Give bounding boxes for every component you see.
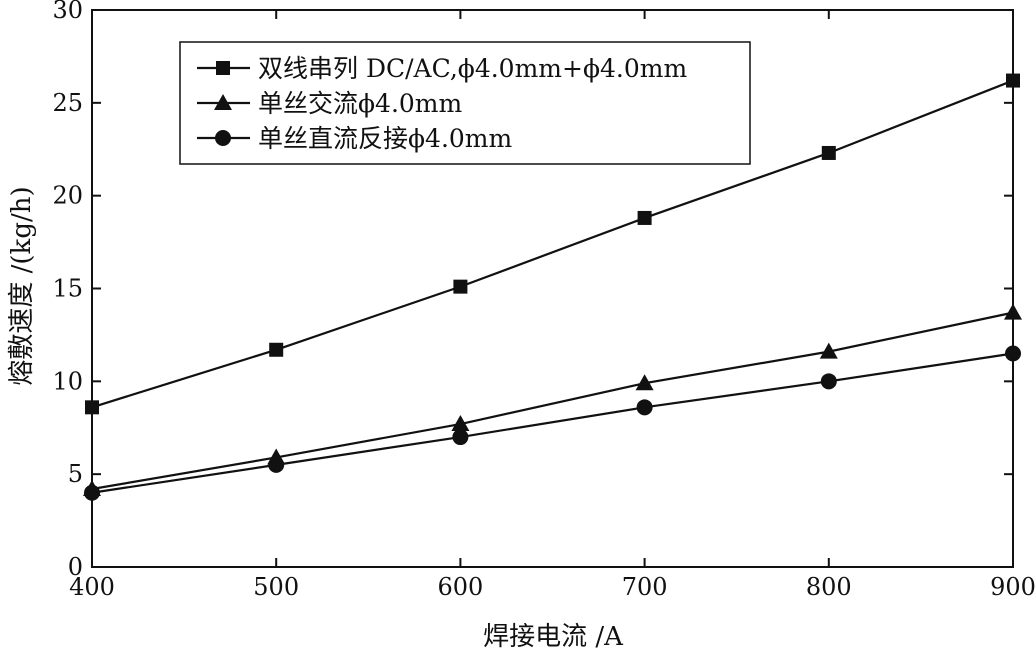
legend-marker-square (216, 61, 230, 75)
data-point (453, 279, 468, 294)
data-point (1006, 73, 1020, 88)
series-layer (83, 73, 1022, 501)
y-tick-label: 15 (52, 275, 83, 303)
series-line (91, 79, 1014, 409)
y-tick-label: 5 (68, 460, 83, 488)
legend-label: 双线串列 DC/AC,ϕ4.0mm+ϕ4.0mm (258, 54, 687, 83)
x-axis-ticks: 400 500 600 700 800 900 (69, 10, 1036, 601)
data-point (819, 342, 838, 359)
data-point (637, 210, 652, 225)
x-tick-label: 600 (437, 573, 483, 601)
data-point (1004, 303, 1022, 320)
legend-item: 单丝直流反接ϕ4.0mm (197, 124, 513, 153)
y-axis-label: 熔敷速度 /(kg/h) (7, 186, 37, 385)
y-tick-label: 0 (68, 553, 83, 581)
data-point (268, 456, 285, 473)
data-point (821, 145, 836, 160)
data-point (85, 400, 99, 415)
legend-marker-triangle (214, 94, 232, 110)
data-point (636, 399, 653, 416)
data-point (452, 429, 469, 446)
y-tick-label: 20 (52, 182, 83, 210)
x-tick-label: 400 (69, 573, 115, 601)
legend-item: 双线串列 DC/AC,ϕ4.0mm+ϕ4.0mm (197, 54, 687, 83)
legend-label: 单丝直流反接ϕ4.0mm (258, 124, 513, 153)
series-line (91, 311, 1014, 491)
legend-marker-circle (215, 130, 231, 146)
x-tick-label: 900 (990, 573, 1036, 601)
x-axis-label: 焊接电流 /A (483, 622, 624, 652)
y-tick-label: 30 (52, 0, 83, 24)
data-point (84, 484, 100, 501)
data-point (269, 342, 284, 357)
data-point (451, 415, 470, 432)
x-tick-label: 500 (253, 573, 299, 601)
legend: 双线串列 DC/AC,ϕ4.0mm+ϕ4.0mm 单丝交流ϕ4.0mm 单丝直流反接… (179, 41, 751, 165)
series-square (85, 73, 1020, 415)
data-point (820, 373, 837, 390)
data-point (1005, 345, 1021, 362)
x-tick-label: 700 (622, 573, 668, 601)
legend-item: 单丝交流ϕ4.0mm (197, 89, 463, 118)
y-tick-label: 25 (52, 89, 83, 117)
legend-box (179, 41, 751, 165)
series-triangle (83, 303, 1022, 497)
series-circle (84, 345, 1021, 501)
series-line (91, 352, 1014, 494)
y-axis-ticks: 0 5 10 15 20 25 30 (52, 0, 1013, 581)
data-point (635, 374, 654, 391)
x-tick-label: 800 (806, 573, 852, 601)
y-tick-label: 10 (52, 367, 83, 395)
legend-label: 单丝交流ϕ4.0mm (258, 89, 463, 118)
